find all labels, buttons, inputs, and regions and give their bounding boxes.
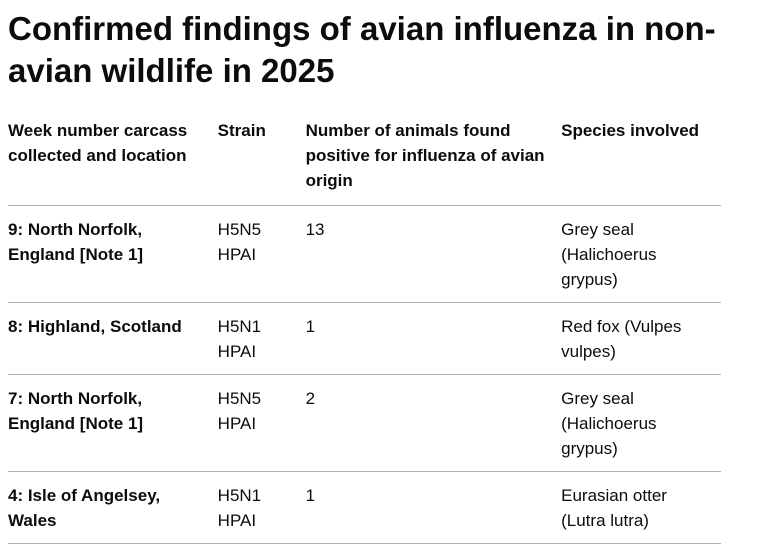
table-cell: H5N5 HPAI — [217, 220, 262, 264]
table-cell: H5N5 HPAI — [217, 389, 262, 433]
header-cell: Species involved — [561, 121, 700, 140]
findings-table: Week number carcass collected and locati… — [8, 118, 721, 544]
table-cell: 1 — [305, 486, 316, 505]
table-cell: 7: North Norfolk, England [Note 1] — [8, 389, 144, 433]
table-cell: 8: Highland, Scotland — [8, 317, 182, 336]
table-cell: 4: Isle of Angelsey, Wales — [8, 486, 161, 530]
table-row: 8: Highland, Scotland H5N1 HPAI 1 Red fox (… — [8, 303, 721, 375]
header-cell: Strain — [217, 121, 266, 140]
table-row: 4: Isle of Angelsey, Wales H5N1 HPAI 1 Eura… — [8, 472, 721, 544]
page-title: Confirmed findings of avian influenza in… — [8, 10, 716, 89]
table-cell: 9: North Norfolk, England [Note 1] — [8, 220, 144, 264]
table-body: 9: North Norfolk, England [Note 1] H5N5 H… — [8, 206, 721, 544]
table-cell: 1 — [305, 317, 316, 336]
table-cell: Eurasian otter (Lutra lutra) — [561, 486, 667, 530]
table-head: Week number carcass collected and locati… — [8, 118, 721, 206]
table-cell: Grey seal (Halichoerus grypus) — [561, 220, 657, 289]
header-row: Week number carcass collected and locati… — [8, 118, 721, 206]
table-cell: 13 — [305, 220, 325, 239]
table-cell: H5N1 HPAI — [217, 486, 262, 530]
table-cell: H5N1 HPAI — [217, 317, 262, 361]
table-cell: Red fox (Vulpes vulpes) — [561, 317, 682, 361]
header-cell: Week number carcass collected and locati… — [8, 121, 188, 165]
table-row: 7: North Norfolk, England [Note 1] H5N5 H… — [8, 375, 721, 472]
table-cell: 2 — [305, 389, 316, 408]
table-cell: Grey seal (Halichoerus grypus) — [561, 389, 657, 458]
table-row: 9: North Norfolk, England [Note 1] H5N5 H… — [8, 206, 721, 303]
header-cell: Number of animals found positive for inf… — [305, 121, 545, 190]
